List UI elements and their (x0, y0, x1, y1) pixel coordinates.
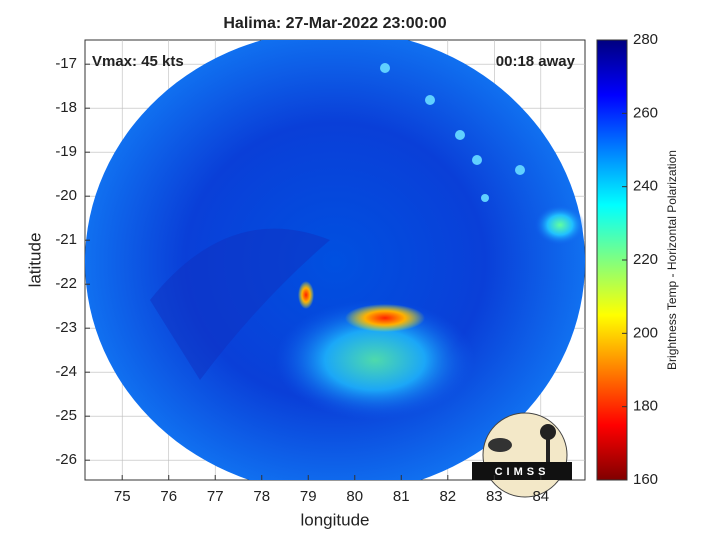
x-tick-label: 83 (486, 488, 503, 505)
colorbar-tick-label: 200 (633, 324, 658, 341)
x-tick-label: 75 (114, 488, 131, 505)
colorbar-tick-label: 160 (633, 471, 658, 488)
x-tick-label: 77 (207, 488, 224, 505)
logo-text: CIMSS (495, 466, 550, 478)
x-tick-label: 80 (346, 488, 363, 505)
y-tick-label: -18 (55, 99, 77, 116)
y-tick-label: -21 (55, 231, 77, 248)
y-tick-label: -17 (55, 55, 77, 72)
colorbar-tick-label: 220 (633, 251, 658, 268)
axes: 75 76 77 78 79 80 81 82 83 84 -26 -25 -24 -23 -22 -21 -2… (55, 55, 549, 505)
y-tick-label: -19 (55, 143, 77, 160)
cimss-logo: CIMSS (472, 412, 572, 498)
y-tick-label: -22 (55, 275, 77, 292)
colorbar-tick-label: 260 (633, 104, 658, 121)
y-tick-label: -23 (55, 319, 77, 336)
x-axis-label: longitude (300, 510, 369, 529)
x-tick-label: 78 (253, 488, 270, 505)
y-tick-label: -26 (55, 451, 77, 468)
y-tick-label: -20 (55, 187, 77, 204)
y-tick-label: -25 (55, 407, 77, 424)
x-tick-label: 76 (160, 488, 177, 505)
annotation: Vmax: 45 kts (92, 53, 184, 70)
colorbar-label: Brightness Temp - Horizontal Polarizatio… (665, 150, 679, 370)
y-axis-label: latitude (25, 233, 44, 288)
x-tick-label: 79 (300, 488, 317, 505)
colorbar-tick-label: 240 (633, 178, 658, 195)
colorbar-tick-label: 180 (633, 398, 658, 415)
annotation: 00:18 away (496, 53, 576, 70)
chart-title: Halima: 27-Mar-2022 23:00:00 (223, 15, 446, 32)
y-tick-label: -24 (55, 363, 77, 380)
x-tick-label: 84 (532, 488, 549, 505)
satellite-image (85, 40, 585, 480)
x-tick-label: 81 (393, 488, 410, 505)
x-tick-label: 82 (439, 488, 456, 505)
colorbar-tick-label: 280 (633, 31, 658, 48)
